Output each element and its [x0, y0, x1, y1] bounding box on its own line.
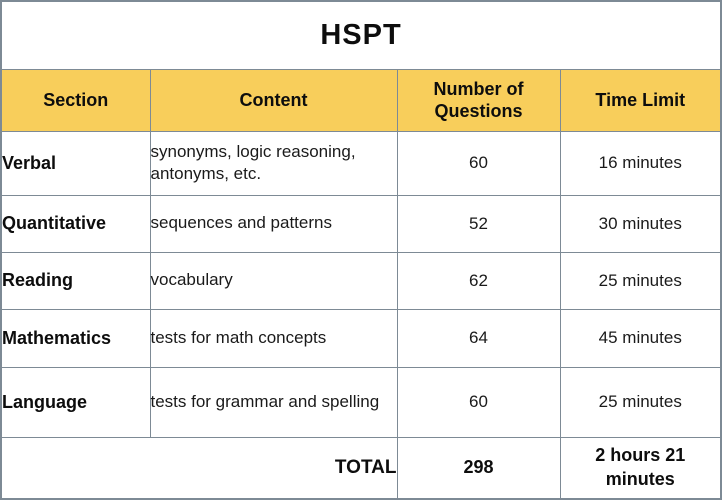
table-row-reading: Reading vocabulary 62 25 minutes — [2, 251, 720, 310]
table-row-language: Language tests for grammar and spelling … — [2, 366, 720, 438]
table-row-mathematics: Mathematics tests for math concepts 64 4… — [2, 308, 720, 368]
page-title: HSPT — [320, 19, 402, 51]
time-cell: 16 minutes — [559, 130, 720, 196]
questions-cell: 60 — [396, 366, 561, 438]
header-cell-questions: Number of Questions — [396, 70, 561, 132]
total-label: TOTAL — [2, 436, 398, 498]
time-cell: 25 minutes — [559, 366, 720, 438]
time-cell: 45 minutes — [559, 308, 720, 368]
header-cell-time: Time Limit — [559, 70, 720, 132]
total-time: 2 hours 21 minutes — [559, 436, 720, 498]
section-cell: Verbal — [2, 130, 151, 196]
header-cell-section: Section — [2, 70, 151, 132]
content-cell: vocabulary — [149, 251, 398, 310]
questions-cell: 62 — [396, 251, 561, 310]
table-row-total: TOTAL 298 2 hours 21 minutes — [2, 436, 720, 498]
header-row: Section Content Number of Questions Time… — [2, 70, 720, 132]
header-cell-content: Content — [149, 70, 398, 132]
content-cell: tests for grammar and spelling — [149, 366, 398, 438]
section-cell: Language — [2, 366, 151, 438]
time-cell: 25 minutes — [559, 251, 720, 310]
section-cell: Quantitative — [2, 194, 151, 253]
content-cell: synonyms, logic reasoning, antonyms, etc… — [149, 130, 398, 196]
hspt-table: Section Content Number of Questions Time… — [2, 70, 720, 498]
section-cell: Reading — [2, 251, 151, 310]
questions-cell: 64 — [396, 308, 561, 368]
section-cell: Mathematics — [2, 308, 151, 368]
total-questions: 298 — [396, 436, 561, 498]
title-bar: HSPT — [2, 2, 720, 70]
content-cell: sequences and patterns — [149, 194, 398, 253]
table-row-verbal: Verbal synonyms, logic reasoning, antony… — [2, 130, 720, 196]
time-cell: 30 minutes — [559, 194, 720, 253]
content-cell: tests for math concepts — [149, 308, 398, 368]
questions-cell: 52 — [396, 194, 561, 253]
questions-cell: 60 — [396, 130, 561, 196]
table-row-quantitative: Quantitative sequences and patterns 52 3… — [2, 194, 720, 253]
